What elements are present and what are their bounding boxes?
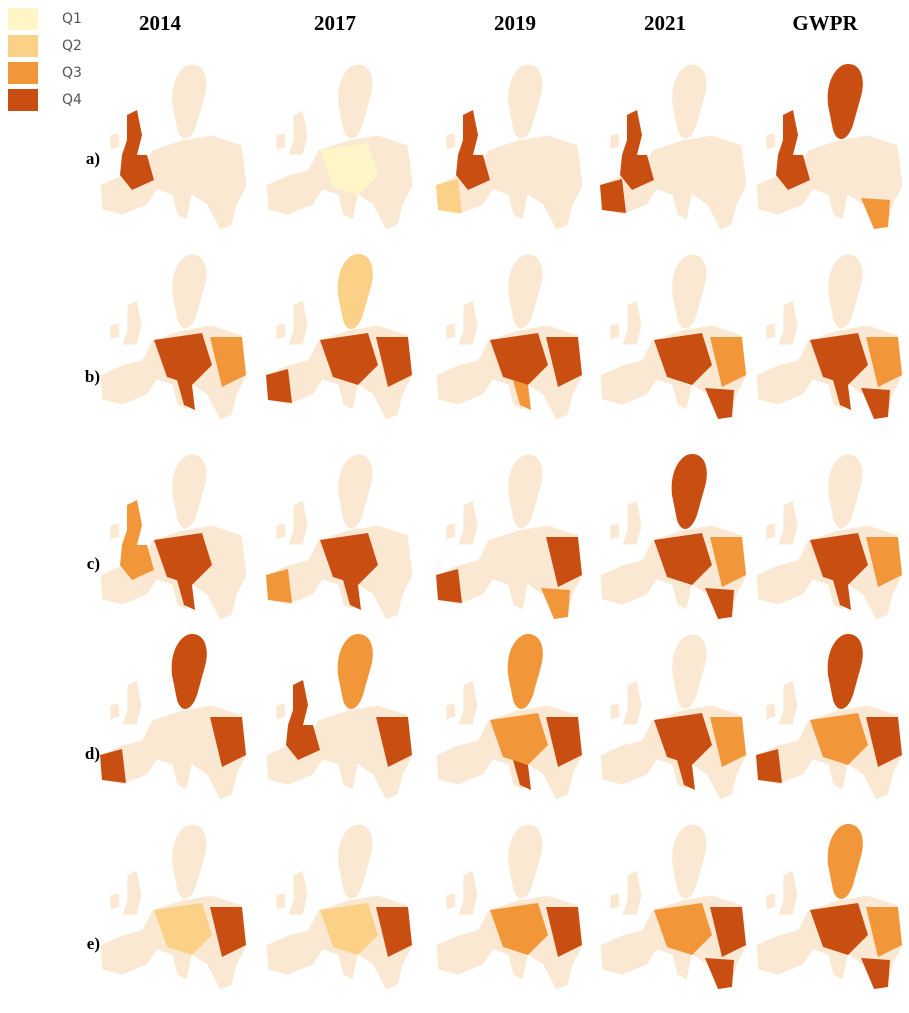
map-panel <box>756 634 903 800</box>
legend-label: Q4 <box>62 92 82 108</box>
figure: Q1Q2Q3Q4 2014 2017 2019 2021 GWPR a) b) … <box>0 0 909 1013</box>
row-label: c) <box>87 554 100 573</box>
legend: Q1 Q2 Q3 Q4 <box>8 8 82 111</box>
map-panel <box>436 64 583 230</box>
map-panel <box>436 254 583 420</box>
map-panel <box>600 64 747 230</box>
map-panel <box>600 454 747 620</box>
map-panel <box>266 454 413 620</box>
map-panel <box>436 454 583 620</box>
legend-label: Q2 <box>62 38 82 54</box>
map-panel <box>100 454 247 620</box>
column-header: 2019 <box>494 11 536 35</box>
column-header: 2017 <box>314 11 356 35</box>
map-panel <box>436 634 583 800</box>
legend-label: Q3 <box>62 65 82 81</box>
map-panel <box>600 254 747 420</box>
map-panel <box>756 454 903 620</box>
map-panel <box>266 254 413 420</box>
map-panel <box>756 254 903 420</box>
map-panel <box>600 824 747 990</box>
map-panel <box>436 824 583 990</box>
legend-swatch <box>8 62 38 84</box>
column-header: 2014 <box>139 11 182 35</box>
legend-swatch <box>8 35 38 57</box>
row-label: b) <box>85 367 100 386</box>
map-panel <box>266 64 413 230</box>
map-panel <box>266 824 413 990</box>
map-panel <box>100 634 247 800</box>
row-label: d) <box>85 744 100 763</box>
legend-swatch <box>8 8 38 30</box>
column-header: 2021 <box>644 11 686 35</box>
row-label: a) <box>86 149 100 168</box>
legend-label: Q1 <box>62 11 82 27</box>
map-panel <box>100 64 247 230</box>
map-panel <box>266 634 413 800</box>
map-panel <box>100 254 247 420</box>
row-label: e) <box>87 934 100 953</box>
map-panel <box>756 824 903 990</box>
map-panel <box>600 634 747 800</box>
legend-swatch <box>8 89 38 111</box>
map-panel <box>100 824 247 990</box>
map-panel <box>756 64 903 230</box>
column-header: GWPR <box>792 11 858 35</box>
